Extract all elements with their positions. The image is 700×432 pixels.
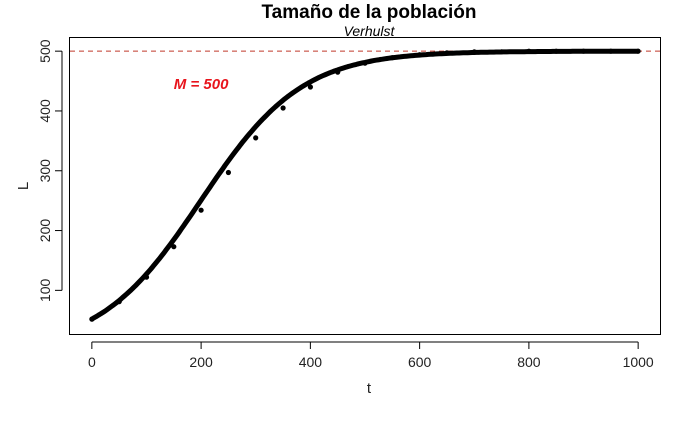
data-point [526,48,532,54]
y-axis-label: L [15,182,32,190]
data-point [307,84,313,90]
data-point [171,244,177,250]
data-point [635,48,641,54]
data-point [362,60,368,66]
data-point [280,105,286,111]
data-point [471,49,477,55]
data-point [116,299,122,305]
data-point [417,52,423,58]
data-point [580,48,587,54]
y-tick-label: 300 [37,159,53,183]
x-tick-label: 200 [189,354,213,370]
data-point [89,316,95,322]
data-point [253,135,259,141]
data-point [444,50,450,56]
data-point [335,69,341,75]
y-tick-label: 100 [37,278,53,302]
data-point [225,169,231,176]
x-axis-label: t [367,380,372,397]
x-axis: 0 200 400 600 800 1000 [88,341,654,370]
data-point [608,48,614,54]
data-point [143,274,150,280]
y-axis: 100 200 300 400 500 [37,39,63,302]
x-tick-label: 400 [299,354,323,370]
y-tick-label: 200 [37,219,53,243]
x-tick-label: 800 [517,354,541,370]
data-point [389,55,395,61]
y-tick-label: 500 [37,39,53,63]
x-tick-label: 1000 [623,354,654,370]
x-tick-label: 0 [88,354,96,370]
data-point [553,48,559,54]
chart-title: Tamaño de la población [261,2,476,23]
y-tick-label: 400 [37,99,53,123]
series-layer [89,48,641,322]
carrying-capacity-annotation: M = 500 [174,76,229,93]
x-tick-label: 600 [408,354,432,370]
data-point [499,49,505,55]
chart-subtitle: Verhulst [344,23,396,39]
plot-frame [69,37,661,335]
data-point [198,207,204,213]
